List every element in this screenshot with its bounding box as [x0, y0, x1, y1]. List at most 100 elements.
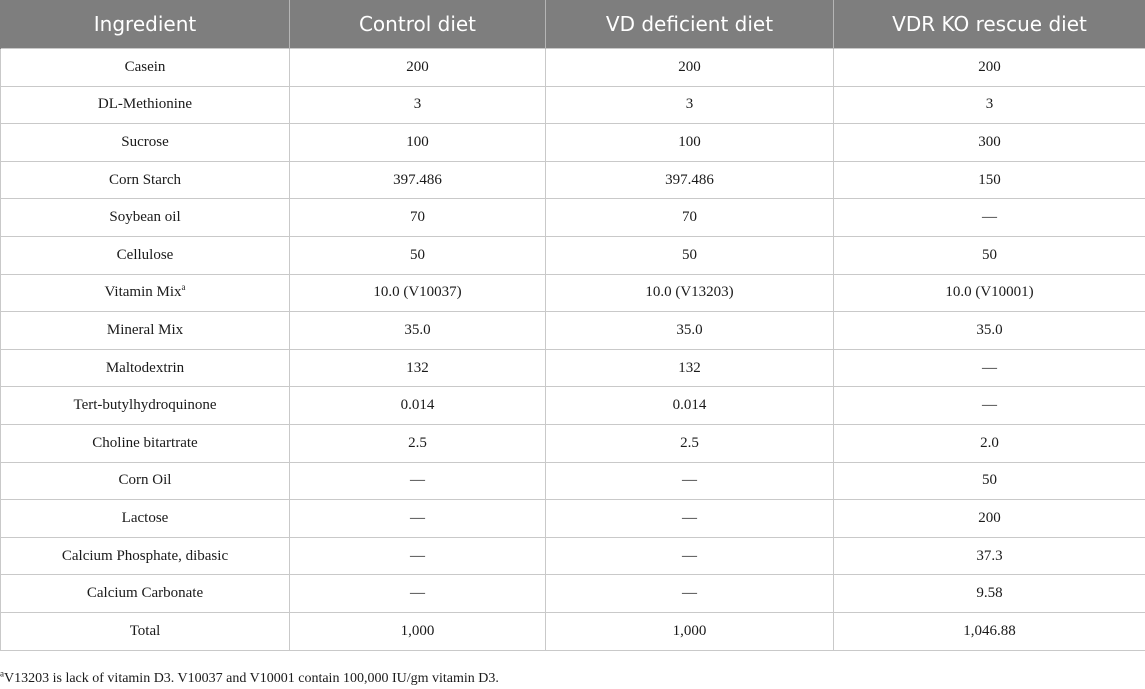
vdr-ko-rescue-diet-value: 35.0: [833, 311, 1145, 350]
control-diet-value: 132: [289, 348, 546, 388]
vdr-ko-rescue-diet-value: 2.0: [833, 423, 1145, 463]
ingredient-name: Maltodextrin: [105, 359, 185, 376]
ingredient-name: Choline bitartrate: [92, 434, 198, 451]
ingredient-cell: Total: [0, 611, 290, 651]
table-row: Casein 200 200 200: [0, 48, 1145, 87]
table-row: Total 1,000 1,000 1,046.88: [0, 611, 1145, 651]
column-header-vdr-ko-rescue-diet: VDR KO rescue diet: [833, 0, 1145, 49]
control-diet-value: 70: [289, 198, 546, 237]
vdr-ko-rescue-diet-value: —: [833, 348, 1145, 388]
vdr-ko-rescue-diet-value: 10.0 (V10001): [833, 273, 1145, 313]
vdr-ko-rescue-diet-value: 9.58: [833, 574, 1145, 613]
ingredient-cell: Tert-butylhydroquinone: [0, 386, 290, 425]
table-footnote: aV13203 is lack of vitamin D3. V10037 an…: [0, 668, 499, 687]
control-diet-value: 2.5: [289, 423, 546, 463]
vd-deficient-diet-value: 132: [545, 348, 834, 388]
control-diet-value: —: [289, 536, 546, 576]
control-diet-value: 397.486: [289, 160, 546, 200]
vdr-ko-rescue-diet-value: 50: [833, 461, 1145, 501]
table-row: Maltodextrin 132 132—: [0, 348, 1145, 388]
vd-deficient-diet-value: 70: [545, 198, 834, 237]
control-diet-value: —: [289, 499, 546, 538]
vd-deficient-diet-value: 100: [545, 123, 834, 162]
table-row: Sucrose 100 100 300: [0, 123, 1145, 162]
vd-deficient-diet-value: —: [545, 499, 834, 538]
column-header-vd-deficient-diet: VD deficient diet: [545, 0, 834, 49]
column-header-ingredient: Ingredient: [0, 0, 290, 49]
ingredient-name: Vitamin Mix: [104, 284, 182, 301]
vd-deficient-diet-value: 3: [545, 85, 834, 125]
vdr-ko-rescue-diet-value: 3: [833, 85, 1145, 125]
ingredient-name: Corn Oil: [118, 472, 172, 489]
table-row: Calcium Carbonate — —9.58: [0, 574, 1145, 613]
ingredient-name: Cellulose: [116, 246, 174, 263]
ingredient-cell: Corn Oil: [0, 461, 290, 501]
ingredient-name: Mineral Mix: [106, 321, 184, 338]
ingredient-name: Sucrose: [121, 133, 169, 150]
ingredient-cell: Soybean oil: [0, 198, 290, 237]
table-row: Cellulose 50 50 50: [0, 235, 1145, 275]
vd-deficient-diet-value: 2.5: [545, 423, 834, 463]
ingredient-cell: Mineral Mix: [0, 311, 290, 350]
ingredient-cell: Cellulose: [0, 235, 290, 275]
vdr-ko-rescue-diet-value: 50: [833, 235, 1145, 275]
vdr-ko-rescue-diet-value: 200: [833, 499, 1145, 538]
vd-deficient-diet-value: —: [545, 461, 834, 501]
vd-deficient-diet-value: 50: [545, 235, 834, 275]
vd-deficient-diet-value: 10.0 (V13203): [545, 273, 834, 313]
control-diet-value: 200: [289, 48, 546, 87]
ingredient-cell: Casein: [0, 48, 290, 87]
diet-composition-table: Ingredient Control diet VD deficient die…: [0, 0, 1145, 651]
vdr-ko-rescue-diet-value: 200: [833, 48, 1145, 87]
ingredient-cell: Lactose: [0, 499, 290, 538]
vd-deficient-diet-value: 35.0: [545, 311, 834, 350]
control-diet-value: —: [289, 461, 546, 501]
ingredient-name: Calcium Carbonate: [86, 585, 204, 602]
ingredient-name: DL-Methionine: [97, 96, 193, 113]
table-row: Corn Oil — —50: [0, 461, 1145, 501]
ingredient-name: Corn Starch: [108, 171, 182, 188]
ingredient-cell: Maltodextrin: [0, 348, 290, 388]
control-diet-value: 100: [289, 123, 546, 162]
table-row: Mineral Mix 35.0 35.0 35.0: [0, 311, 1145, 350]
vdr-ko-rescue-diet-value: —: [833, 198, 1145, 237]
ingredient-name: Tert-butylhydroquinone: [73, 397, 217, 414]
control-diet-value: 1,000: [289, 611, 546, 651]
ingredient-name: Calcium Phosphate, dibasic: [61, 547, 229, 564]
ingredient-cell: Vitamin Mixa: [0, 273, 290, 313]
ingredient-cell: Corn Starch: [0, 160, 290, 200]
vd-deficient-diet-value: 1,000: [545, 611, 834, 651]
control-diet-value: —: [289, 574, 546, 613]
vdr-ko-rescue-diet-value: 1,046.88: [833, 611, 1145, 651]
ingredient-cell: Choline bitartrate: [0, 423, 290, 463]
ingredient-cell: Sucrose: [0, 123, 290, 162]
ingredient-cell: Calcium Carbonate: [0, 574, 290, 613]
table-row: Lactose — —200: [0, 499, 1145, 538]
footnote-reference-marker: a: [181, 282, 186, 293]
control-diet-value: 50: [289, 235, 546, 275]
table-row: Calcium Phosphate, dibasic — —37.3: [0, 536, 1145, 576]
table-row: Tert-butylhydroquinone 0.014 0.014—: [0, 386, 1145, 425]
vdr-ko-rescue-diet-value: —: [833, 386, 1145, 425]
table-body: Casein 200 200 200 DL-Methionine 3 3 3 Sucrose 10…: [0, 48, 1145, 651]
footnote-marker: a: [0, 668, 4, 679]
vd-deficient-diet-value: 0.014: [545, 386, 834, 425]
vdr-ko-rescue-diet-value: 37.3: [833, 536, 1145, 576]
vd-deficient-diet-value: —: [545, 536, 834, 576]
footnote-text: V13203 is lack of vitamin D3. V10037 and…: [4, 671, 499, 686]
ingredient-cell: Calcium Phosphate, dibasic: [0, 536, 290, 576]
table-row: Corn Starch 397.486 397.486 150: [0, 160, 1145, 200]
ingredient-cell: DL-Methionine: [0, 85, 290, 125]
control-diet-value: 35.0: [289, 311, 546, 350]
ingredient-name: Lactose: [121, 509, 169, 526]
vd-deficient-diet-value: 200: [545, 48, 834, 87]
table-row: DL-Methionine 3 3 3: [0, 85, 1145, 125]
vdr-ko-rescue-diet-value: 300: [833, 123, 1145, 162]
diet-composition-table-container: Ingredient Control diet VD deficient die…: [0, 0, 1145, 651]
ingredient-name: Total: [129, 622, 161, 639]
table-row: Choline bitartrate 2.5 2.5 2.0: [0, 423, 1145, 463]
vdr-ko-rescue-diet-value: 150: [833, 160, 1145, 200]
table-header-row: Ingredient Control diet VD deficient die…: [0, 0, 1145, 49]
column-header-control-diet: Control diet: [289, 0, 546, 49]
table-row: Vitamin Mixa 10.0 (V10037) 10.0 (V13203) 10…: [0, 273, 1145, 313]
